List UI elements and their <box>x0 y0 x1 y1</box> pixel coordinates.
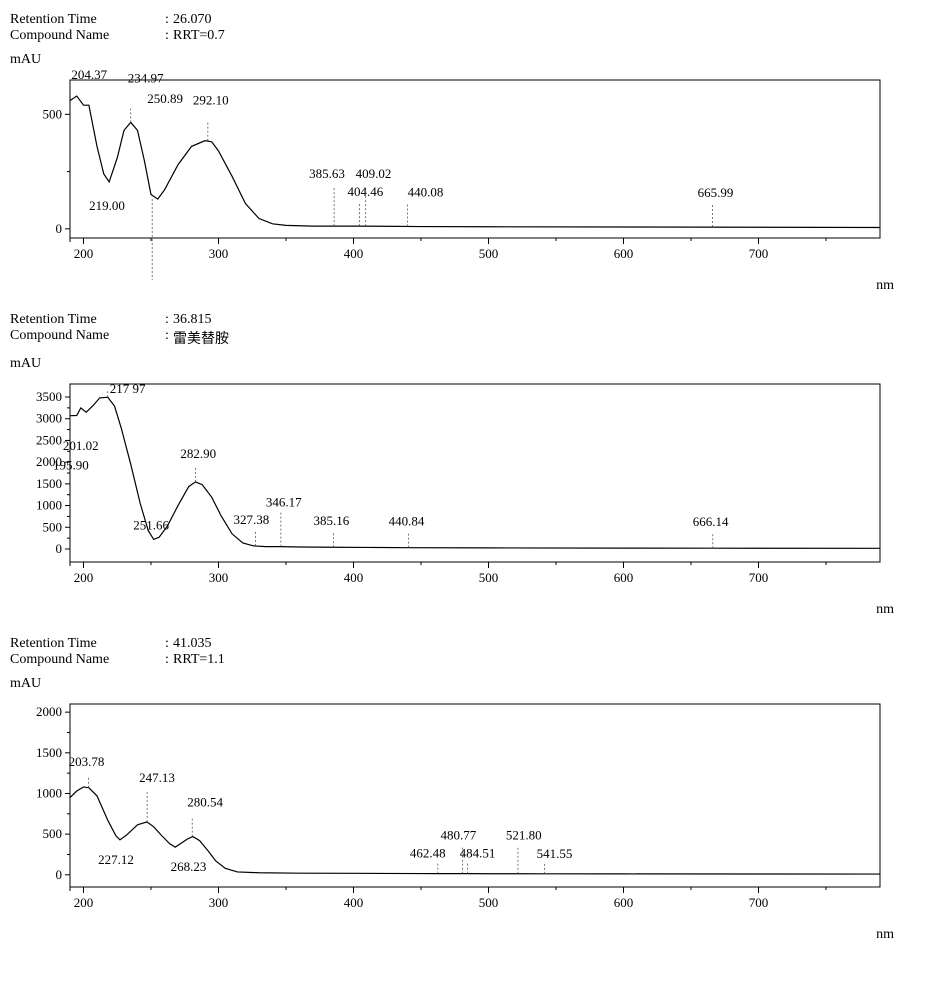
svg-text:500: 500 <box>43 106 63 121</box>
cn-value-1: RRT=0.7 <box>173 28 225 44</box>
svg-text:1500: 1500 <box>36 476 62 491</box>
svg-text:300: 300 <box>209 246 229 261</box>
rt-value-3: 41.035 <box>173 636 212 652</box>
chart-2: 0500100015002000250030003500200300400500… <box>10 374 924 604</box>
spectrum-svg-2: 0500100015002000250030003500200300400500… <box>10 374 910 604</box>
svg-text:600: 600 <box>614 895 634 910</box>
svg-text:300: 300 <box>209 895 229 910</box>
svg-text:1500: 1500 <box>36 745 62 760</box>
chart-3: 0 500 1000 1500 2000 200 300 400 500 600 700 203.78… <box>10 694 924 929</box>
svg-text:268.23: 268.23 <box>171 859 207 874</box>
svg-text:700: 700 <box>749 895 769 910</box>
y-axis-label-1: mAU <box>10 52 924 68</box>
svg-text:462.48: 462.48 <box>410 846 446 861</box>
x-axis-label-1: nm <box>10 278 924 294</box>
svg-text:282.90: 282.90 <box>180 446 216 461</box>
svg-text:280.54: 280.54 <box>187 795 223 810</box>
svg-text:0: 0 <box>56 221 63 236</box>
svg-text:666.14: 666.14 <box>693 514 729 529</box>
svg-text:500: 500 <box>43 826 63 841</box>
svg-text:665.99: 665.99 <box>698 185 734 200</box>
rt-label: Retention Time <box>10 636 165 652</box>
svg-text:600: 600 <box>614 570 634 585</box>
svg-text:195.90: 195.90 <box>53 457 89 472</box>
svg-text:227.12: 227.12 <box>98 852 134 867</box>
meta-sep: : <box>165 652 173 668</box>
svg-text:541.55: 541.55 <box>537 846 573 861</box>
cn-value-3: RRT=1.1 <box>173 652 225 668</box>
svg-text:200: 200 <box>74 246 94 261</box>
x-axis-label-3: nm <box>10 927 924 943</box>
svg-text:440.08: 440.08 <box>408 185 444 200</box>
meta-sep: : <box>165 636 173 652</box>
svg-text:2000: 2000 <box>36 704 62 719</box>
svg-text:700: 700 <box>749 246 769 261</box>
x-axis-label-2: nm <box>10 602 924 618</box>
cn-label: Compound Name <box>10 28 165 44</box>
meta-block-3: Retention Time : 41.035 Compound Name : … <box>10 636 924 668</box>
meta-sep: : <box>165 312 173 328</box>
y-axis-label-2: mAU <box>10 356 924 372</box>
svg-text:2500: 2500 <box>36 432 62 447</box>
rt-label: Retention Time <box>10 12 165 28</box>
svg-text:400: 400 <box>344 895 364 910</box>
svg-text:1000: 1000 <box>36 785 62 800</box>
svg-text:1000: 1000 <box>36 498 62 513</box>
svg-text:400: 400 <box>344 570 364 585</box>
meta-sep: : <box>165 12 173 28</box>
svg-text:3000: 3000 <box>36 411 62 426</box>
svg-text:292.10: 292.10 <box>193 93 229 108</box>
svg-text:480.77: 480.77 <box>441 828 477 843</box>
svg-text:247.13: 247.13 <box>139 770 175 785</box>
svg-text:500: 500 <box>43 519 63 534</box>
svg-text:400: 400 <box>344 246 364 261</box>
spectrum-svg-1: 0 500 200 300 400 500 600 700 204.37 234.97 219.00… <box>10 70 910 280</box>
svg-text:385.63: 385.63 <box>309 166 345 181</box>
svg-text:700: 700 <box>749 570 769 585</box>
chart-1: 0 500 200 300 400 500 600 700 204.37 234.97 219.00… <box>10 70 924 280</box>
y-axis-label-3: mAU <box>10 676 924 692</box>
svg-text:234.97: 234.97 <box>128 70 164 85</box>
svg-text:3500: 3500 <box>36 389 62 404</box>
meta-sep: : <box>165 328 173 348</box>
cn-label: Compound Name <box>10 652 165 668</box>
svg-text:500: 500 <box>479 246 499 261</box>
svg-text:300: 300 <box>209 570 229 585</box>
meta-sep: : <box>165 28 173 44</box>
rt-value-1: 26.070 <box>173 12 212 28</box>
svg-text:203.78: 203.78 <box>69 754 105 769</box>
cn-value-2: 雷美替胺 <box>173 328 229 348</box>
svg-text:200: 200 <box>74 895 94 910</box>
svg-text:440.84: 440.84 <box>389 514 425 529</box>
svg-text:204.37: 204.37 <box>71 70 107 82</box>
svg-text:200: 200 <box>74 570 94 585</box>
meta-block-2: Retention Time : 36.815 Compound Name : … <box>10 312 924 348</box>
svg-text:600: 600 <box>614 246 634 261</box>
svg-text:346.17: 346.17 <box>266 495 302 510</box>
cn-label: Compound Name <box>10 328 165 348</box>
svg-text:500: 500 <box>479 570 499 585</box>
meta-block-1: Retention Time : 26.070 Compound Name : … <box>10 12 924 44</box>
svg-text:484.51: 484.51 <box>460 846 496 861</box>
svg-text:251.66: 251.66 <box>133 517 169 532</box>
svg-text:217 97: 217 97 <box>110 381 146 396</box>
rt-value-2: 36.815 <box>173 312 212 328</box>
svg-text:0: 0 <box>56 867 63 882</box>
svg-text:409.02: 409.02 <box>356 166 392 181</box>
svg-text:0: 0 <box>56 541 63 556</box>
svg-text:500: 500 <box>479 895 499 910</box>
svg-text:219.00: 219.00 <box>89 198 125 213</box>
svg-text:327.38: 327.38 <box>233 512 269 527</box>
svg-text:250.89: 250.89 <box>147 91 183 106</box>
rt-label: Retention Time <box>10 312 165 328</box>
svg-text:385.16: 385.16 <box>313 513 349 528</box>
svg-text:521.80: 521.80 <box>506 828 542 843</box>
spectrum-svg-3: 0 500 1000 1500 2000 200 300 400 500 600 700 203.78… <box>10 694 910 929</box>
